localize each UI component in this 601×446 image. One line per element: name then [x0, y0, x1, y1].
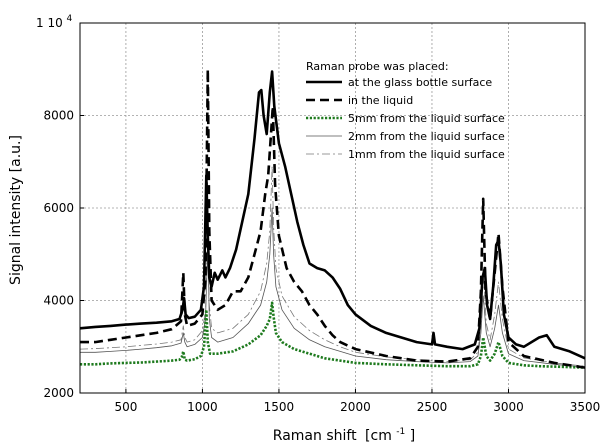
y-tick-label: 6000 [43, 201, 74, 215]
y-tick-label: 4000 [43, 294, 74, 308]
series-line-2 [80, 68, 586, 369]
x-axis-title: Raman shift [cm -1 ] [273, 422, 415, 444]
x-tick-label: 3500 [570, 400, 601, 414]
legend-label-2: in the liquid [348, 94, 413, 107]
y-tick-label: 8000 [43, 109, 74, 123]
x-tick-label: 1000 [187, 400, 218, 414]
series-line-4 [80, 207, 586, 368]
grid-lines [80, 23, 585, 393]
x-tick-label: 500 [114, 400, 137, 414]
series-line-1 [79, 70, 586, 360]
legend-label-3: 5mm from the liquid surface [348, 112, 505, 125]
legend-label-5: 1mm from the liquid surface [348, 148, 505, 161]
series-line-5 [79, 166, 586, 367]
legend-title: Raman probe was placed: [306, 60, 449, 73]
x-tick-label: 2000 [340, 400, 371, 414]
legend-label-4: 2mm from the liquid surface [348, 130, 505, 143]
x-tick-label: 3000 [493, 400, 524, 414]
legend: Raman probe was placed: at the glass bot… [306, 60, 505, 161]
legend-label-1: at the glass bottle surface [348, 76, 492, 89]
y-tick-label: 2000 [43, 386, 74, 400]
x-tick-label: 1500 [264, 400, 295, 414]
series-layer [79, 68, 586, 369]
y-axis-title: Signal intensity [a.u.] [8, 135, 24, 285]
tick-labels: 500 1000 1500 2000 2500 3000 3500 2000 4000 6000 8… [43, 109, 600, 415]
x-tick-label: 2500 [417, 400, 448, 414]
y-top-tick-label: 1 10 4 [36, 14, 73, 30]
